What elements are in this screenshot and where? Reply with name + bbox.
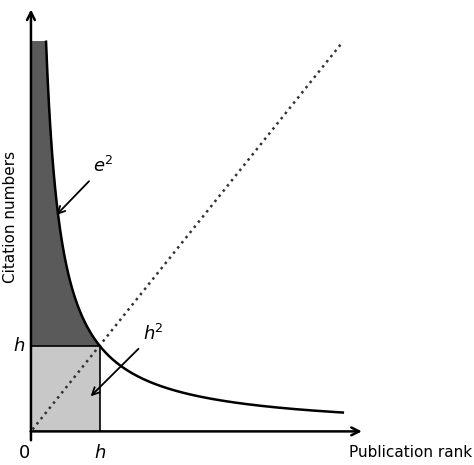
Polygon shape [31,42,100,345]
Text: e$^2$: e$^2$ [58,156,113,213]
Text: h: h [13,337,25,355]
Bar [31,345,100,432]
Text: 0: 0 [19,444,30,462]
Text: Publication rank: Publication rank [349,445,472,460]
Text: Citation numbers: Citation numbers [3,151,18,283]
Text: h$^2$: h$^2$ [92,324,164,395]
Text: h: h [94,444,105,462]
